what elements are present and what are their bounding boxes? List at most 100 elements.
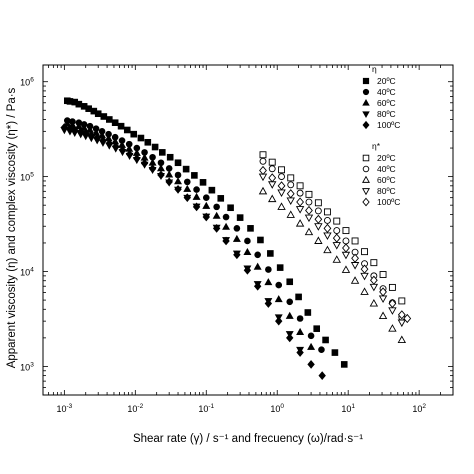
data-point — [71, 125, 79, 135]
x-tick-label: 102 — [412, 403, 426, 414]
legend-entry-label: 20ºC — [377, 153, 396, 163]
y-tick-label: 105 — [20, 172, 34, 183]
data-point — [105, 139, 114, 148]
data-point — [182, 165, 190, 173]
data-point — [305, 205, 313, 216]
data-point — [137, 134, 145, 142]
data-point — [254, 251, 261, 259]
series-eta-star-5 — [259, 151, 406, 305]
legend-entry-label: 80ºC — [377, 186, 396, 196]
data-point — [379, 287, 387, 297]
y-tick-label: 103 — [20, 361, 34, 372]
y-axis-label: Apparent viscosity (η) and complex visco… — [6, 87, 18, 368]
data-point — [165, 170, 174, 178]
data-point — [144, 138, 152, 146]
series-layer — [60, 97, 412, 380]
data-point — [106, 116, 113, 123]
data-point — [183, 184, 192, 192]
data-point — [268, 194, 277, 203]
data-point — [304, 309, 312, 316]
data-point — [222, 213, 230, 221]
data-point — [183, 178, 191, 186]
data-point — [233, 250, 241, 260]
data-point — [378, 311, 388, 319]
data-point — [174, 159, 182, 167]
data-point — [398, 297, 406, 305]
data-point — [342, 237, 350, 245]
data-point — [133, 154, 141, 163]
data-point — [278, 173, 285, 181]
data-point — [360, 264, 369, 274]
data-point — [342, 243, 350, 253]
data-point — [388, 298, 397, 309]
y-tick-label: 106 — [20, 77, 34, 88]
data-point — [287, 174, 295, 182]
data-point — [264, 278, 273, 286]
data-point — [360, 287, 369, 295]
plot-frame — [42, 64, 454, 396]
data-point — [286, 278, 294, 286]
data-point — [222, 236, 230, 246]
data-point — [351, 237, 359, 245]
data-point — [243, 265, 252, 275]
plot-border — [42, 64, 454, 396]
series-eta-2 — [63, 119, 316, 350]
legend-marker — [362, 88, 370, 96]
data-point — [275, 316, 283, 326]
data-point — [118, 145, 127, 155]
data-point — [236, 214, 244, 221]
data-point — [286, 189, 295, 199]
data-point — [267, 250, 274, 257]
data-point — [304, 227, 314, 236]
data-point — [370, 259, 378, 267]
data-point — [125, 149, 134, 159]
data-point — [183, 193, 191, 203]
series-eta-star-7 — [258, 186, 407, 343]
data-point — [148, 164, 157, 174]
data-point — [208, 186, 216, 194]
data-point — [318, 346, 325, 354]
data-point — [341, 265, 351, 273]
x-axis-label: Shear rate (γ) / s⁻¹ and frecuency (ω)/r… — [133, 433, 363, 445]
legend-marker — [362, 77, 370, 85]
data-point — [112, 142, 120, 151]
data-point — [166, 153, 174, 161]
data-point — [253, 281, 262, 291]
data-point — [379, 271, 387, 278]
data-point — [243, 247, 252, 256]
series-eta-4 — [60, 123, 326, 380]
legend-entry-label: 80ºC — [377, 109, 396, 119]
data-point — [296, 189, 304, 197]
data-point — [397, 319, 407, 328]
data-point — [369, 275, 378, 285]
data-point — [174, 184, 182, 194]
data-point — [158, 149, 166, 156]
data-point — [174, 171, 182, 179]
x-tick-label: 100 — [270, 403, 284, 414]
data-point — [217, 195, 225, 202]
data-point — [277, 202, 286, 210]
data-point — [333, 217, 341, 225]
data-point — [232, 234, 241, 242]
data-point — [199, 179, 207, 186]
data-point — [268, 173, 277, 183]
y-tick-label: 104 — [20, 267, 34, 278]
legend-group-title: η* — [372, 141, 381, 151]
legend-entry-label: 40ºC — [377, 87, 396, 97]
data-point — [342, 227, 350, 235]
data-point — [403, 313, 412, 324]
x-tick-label: 10-1 — [198, 403, 214, 414]
legend-marker — [362, 99, 370, 106]
data-point — [264, 299, 273, 308]
data-point — [351, 253, 359, 263]
data-point — [227, 204, 234, 212]
series-eta-star-9 — [259, 165, 412, 324]
x-tick-label: 101 — [341, 403, 355, 414]
data-point — [305, 198, 313, 206]
legend-marker — [362, 154, 370, 162]
data-point — [192, 192, 201, 200]
data-point — [259, 165, 267, 176]
legend-entry-label: 100ºC — [377, 197, 400, 207]
data-point — [305, 190, 313, 198]
legend-marker — [362, 175, 370, 183]
